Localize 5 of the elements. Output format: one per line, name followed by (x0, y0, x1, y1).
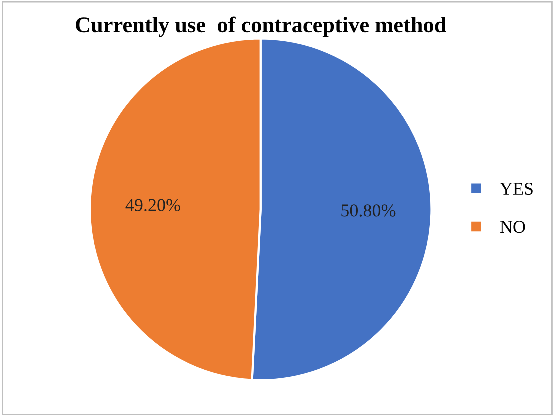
data-label: 50.80% (342, 204, 396, 217)
data-label: 49.20% (126, 199, 180, 212)
legend-label: YES (500, 182, 533, 196)
chart-title: Currently use of contraceptive method (76, 16, 446, 38)
legend-label: NO (500, 221, 526, 234)
